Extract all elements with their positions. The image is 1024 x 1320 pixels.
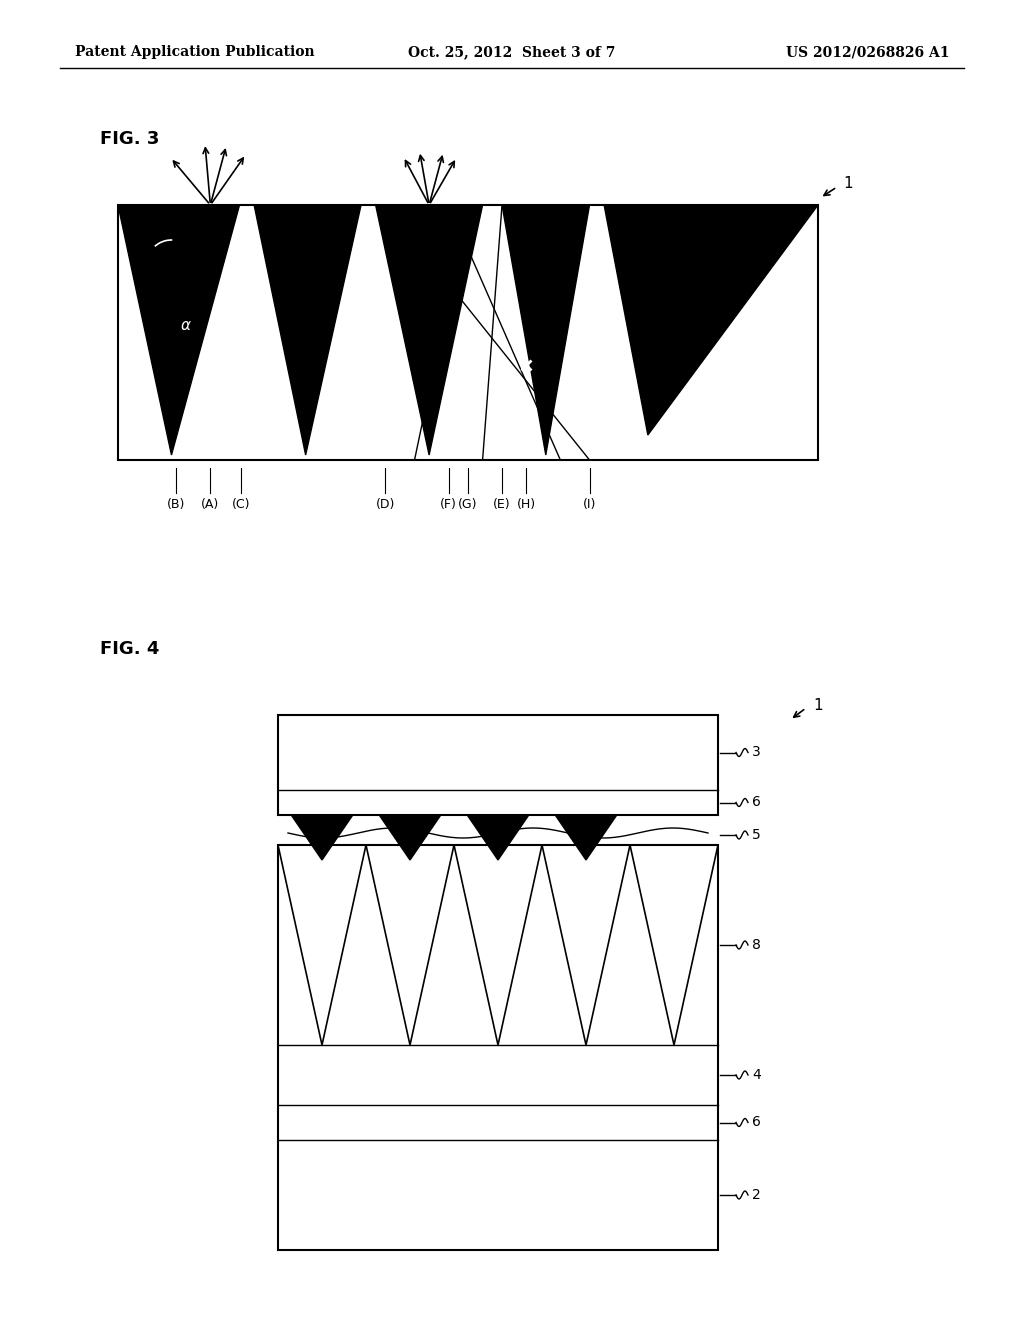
Text: 4: 4 <box>752 1068 761 1082</box>
Text: (G): (G) <box>459 498 478 511</box>
Text: FIG. 3: FIG. 3 <box>100 129 160 148</box>
Bar <box>118 205 818 459</box>
Bar <box>278 715 718 814</box>
Text: 8: 8 <box>752 939 761 952</box>
Polygon shape <box>467 814 528 861</box>
Text: 1: 1 <box>843 177 853 191</box>
Text: 6: 6 <box>752 1115 761 1130</box>
Polygon shape <box>555 814 616 861</box>
Text: 6: 6 <box>752 796 761 809</box>
Text: (B): (B) <box>167 498 185 511</box>
Text: 5: 5 <box>752 828 761 842</box>
Text: FIG. 4: FIG. 4 <box>100 640 160 657</box>
Polygon shape <box>379 814 440 861</box>
Text: $\alpha$: $\alpha$ <box>180 318 191 333</box>
Text: (D): (D) <box>376 498 395 511</box>
Polygon shape <box>376 205 482 455</box>
Text: (F): (F) <box>440 498 457 511</box>
Text: US 2012/0268826 A1: US 2012/0268826 A1 <box>786 45 950 59</box>
Polygon shape <box>291 814 353 861</box>
Text: 2: 2 <box>752 1188 761 1203</box>
Text: 3: 3 <box>752 746 761 759</box>
Text: Patent Application Publication: Patent Application Publication <box>75 45 314 59</box>
Text: (C): (C) <box>232 498 251 511</box>
Polygon shape <box>502 205 590 455</box>
Text: (E): (E) <box>494 498 511 511</box>
Text: (I): (I) <box>583 498 596 511</box>
Text: Oct. 25, 2012  Sheet 3 of 7: Oct. 25, 2012 Sheet 3 of 7 <box>409 45 615 59</box>
Text: (A): (A) <box>202 498 219 511</box>
Polygon shape <box>604 205 818 436</box>
Text: (H): (H) <box>517 498 536 511</box>
Polygon shape <box>118 205 240 455</box>
Bar <box>278 845 718 1250</box>
Polygon shape <box>254 205 361 455</box>
Text: 1: 1 <box>813 697 822 713</box>
